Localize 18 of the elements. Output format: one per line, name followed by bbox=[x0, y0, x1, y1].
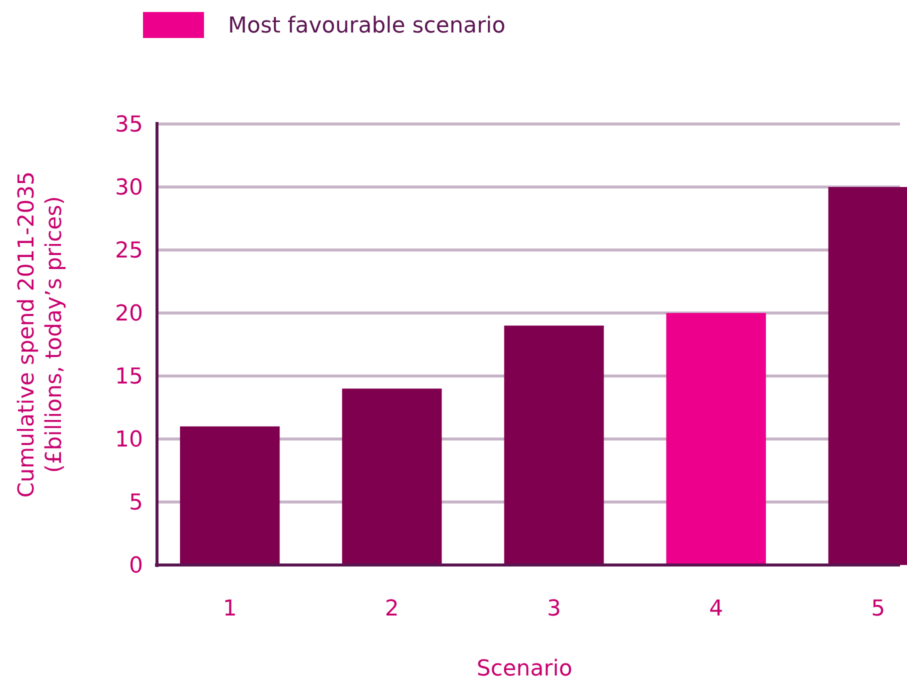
y-axis-title: Cumulative spend 2011-2035 (£billions, today’s prices) bbox=[14, 171, 68, 498]
x-tick-label: 3 bbox=[547, 596, 561, 622]
x-axis-title: Scenario bbox=[476, 656, 572, 682]
y-tick-label: 20 bbox=[115, 302, 143, 327]
x-tick-label: 4 bbox=[709, 596, 724, 622]
x-tick-label: 1 bbox=[222, 596, 237, 622]
y-tick-label: 25 bbox=[115, 238, 143, 264]
y-tick-label: 30 bbox=[115, 176, 143, 201]
y-tick-label: 35 bbox=[115, 112, 143, 138]
bar bbox=[666, 313, 766, 565]
y-tick-label: 15 bbox=[115, 364, 143, 390]
x-tick-label: 2 bbox=[384, 596, 399, 622]
bar bbox=[342, 388, 442, 565]
y-tick-label: 0 bbox=[129, 554, 143, 579]
x-tick-label: 5 bbox=[871, 596, 886, 622]
legend-label: Most favourable scenario bbox=[228, 14, 506, 39]
y-tick-label: 5 bbox=[129, 490, 143, 516]
y-tick-label: 10 bbox=[115, 428, 143, 453]
